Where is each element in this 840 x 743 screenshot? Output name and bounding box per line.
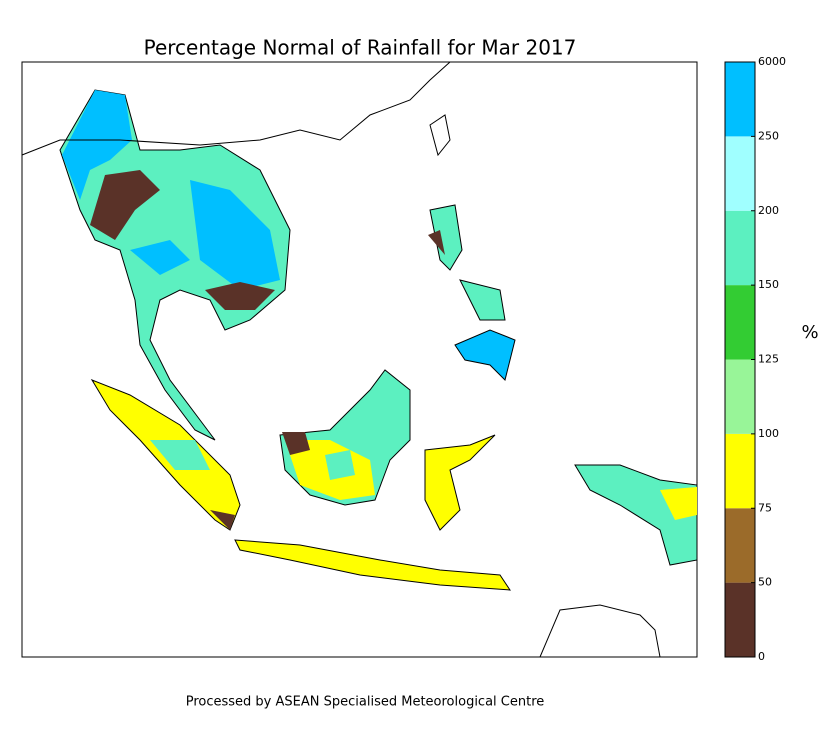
colorbar-segment (725, 582, 755, 657)
map-title: Percentage Normal of Rainfall for Mar 20… (144, 36, 577, 60)
colorbar-segment (725, 136, 755, 211)
colorbar-tick-label: 200 (758, 204, 779, 217)
colorbar-tick-label: 6000 (758, 55, 786, 68)
colorbar-tick-label: 125 (758, 353, 779, 366)
colorbar-segment (725, 62, 755, 137)
colorbar-label: % (801, 322, 818, 343)
footer-text: Processed by ASEAN Specialised Meteorolo… (186, 695, 545, 710)
colorbar-tick-label: 75 (758, 501, 772, 514)
map-land (21, 61, 698, 658)
colorbar-tick-label: 250 (758, 129, 779, 142)
colorbar-segment (725, 508, 755, 583)
colorbar-tick-label: 50 (758, 576, 772, 589)
colorbar-segment (725, 359, 755, 434)
colorbar-tick-label: 100 (758, 427, 779, 440)
colorbar-segment (725, 433, 755, 509)
colorbar: 0 50 75 100 125 150 200 250 6000 (724, 55, 786, 663)
colorbar-segment (725, 285, 755, 360)
colorbar-tick-label: 0 (758, 650, 765, 663)
colorbar-segment (725, 210, 755, 286)
colorbar-tick-label: 150 (758, 278, 779, 291)
